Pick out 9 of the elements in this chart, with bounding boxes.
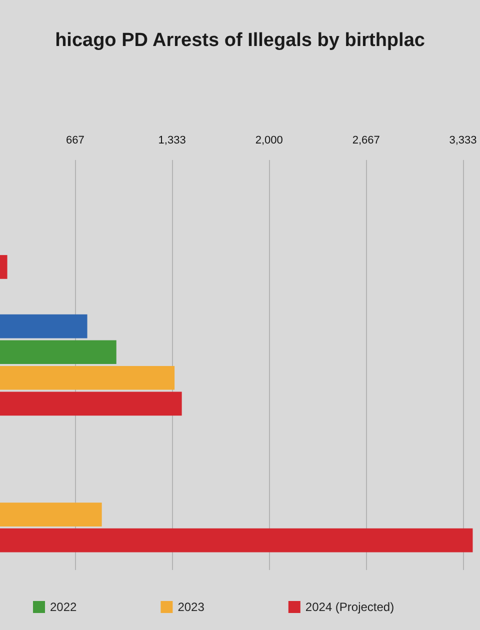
chart-title: hicago PD Arrests of Illegals by birthplac [55, 30, 426, 51]
legend-label: 2023 [178, 600, 205, 614]
legend-label: 2022 [50, 600, 78, 614]
x-tick-label: 2,000 [255, 134, 283, 146]
x-tick-label: 1,333 [158, 134, 186, 146]
legend-label: 2024 (Projected) [305, 600, 394, 614]
x-tick-label: 3,333 [449, 134, 477, 146]
x-tick-label: 667 [66, 134, 84, 146]
x-tick-label: 2,667 [352, 134, 380, 146]
